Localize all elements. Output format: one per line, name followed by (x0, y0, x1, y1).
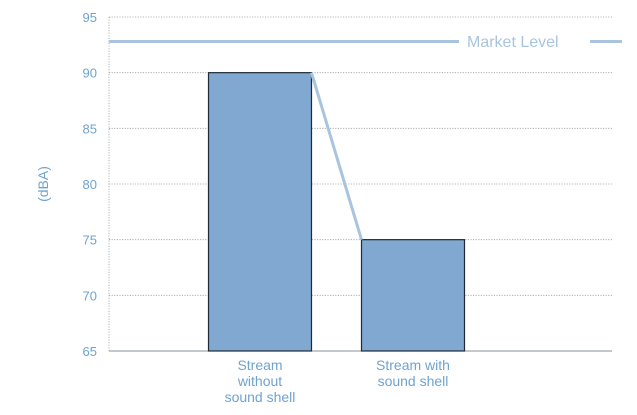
y-tick-label: 80 (83, 177, 97, 192)
y-axis-label: (dBA) (35, 166, 51, 202)
axes-layer (108, 17, 612, 352)
y-tick-label: 75 (83, 233, 97, 248)
market-level-label: Market Level (467, 34, 559, 51)
x-category-label: sound shell (378, 373, 449, 389)
x-category-label: without (237, 373, 282, 389)
y-tick-label: 65 (83, 344, 97, 359)
x-category-label: Stream with (376, 357, 450, 373)
bars-layer (207, 72, 466, 352)
y-tick-label: 90 (83, 66, 97, 81)
bar (360, 239, 466, 352)
reference-line-group: Market Level (109, 34, 622, 51)
grid-layer (109, 16, 612, 296)
y-tick-label: 85 (83, 121, 97, 136)
x-category-label: sound shell (225, 389, 296, 405)
x-category-label: Stream (237, 357, 282, 373)
bar (207, 72, 313, 352)
y-tick-labels: 65 70 75 80 85 90 95 (83, 10, 97, 359)
y-tick-label: 70 (83, 288, 97, 303)
connector-line (310, 72, 363, 241)
y-tick-label: 95 (83, 10, 97, 25)
